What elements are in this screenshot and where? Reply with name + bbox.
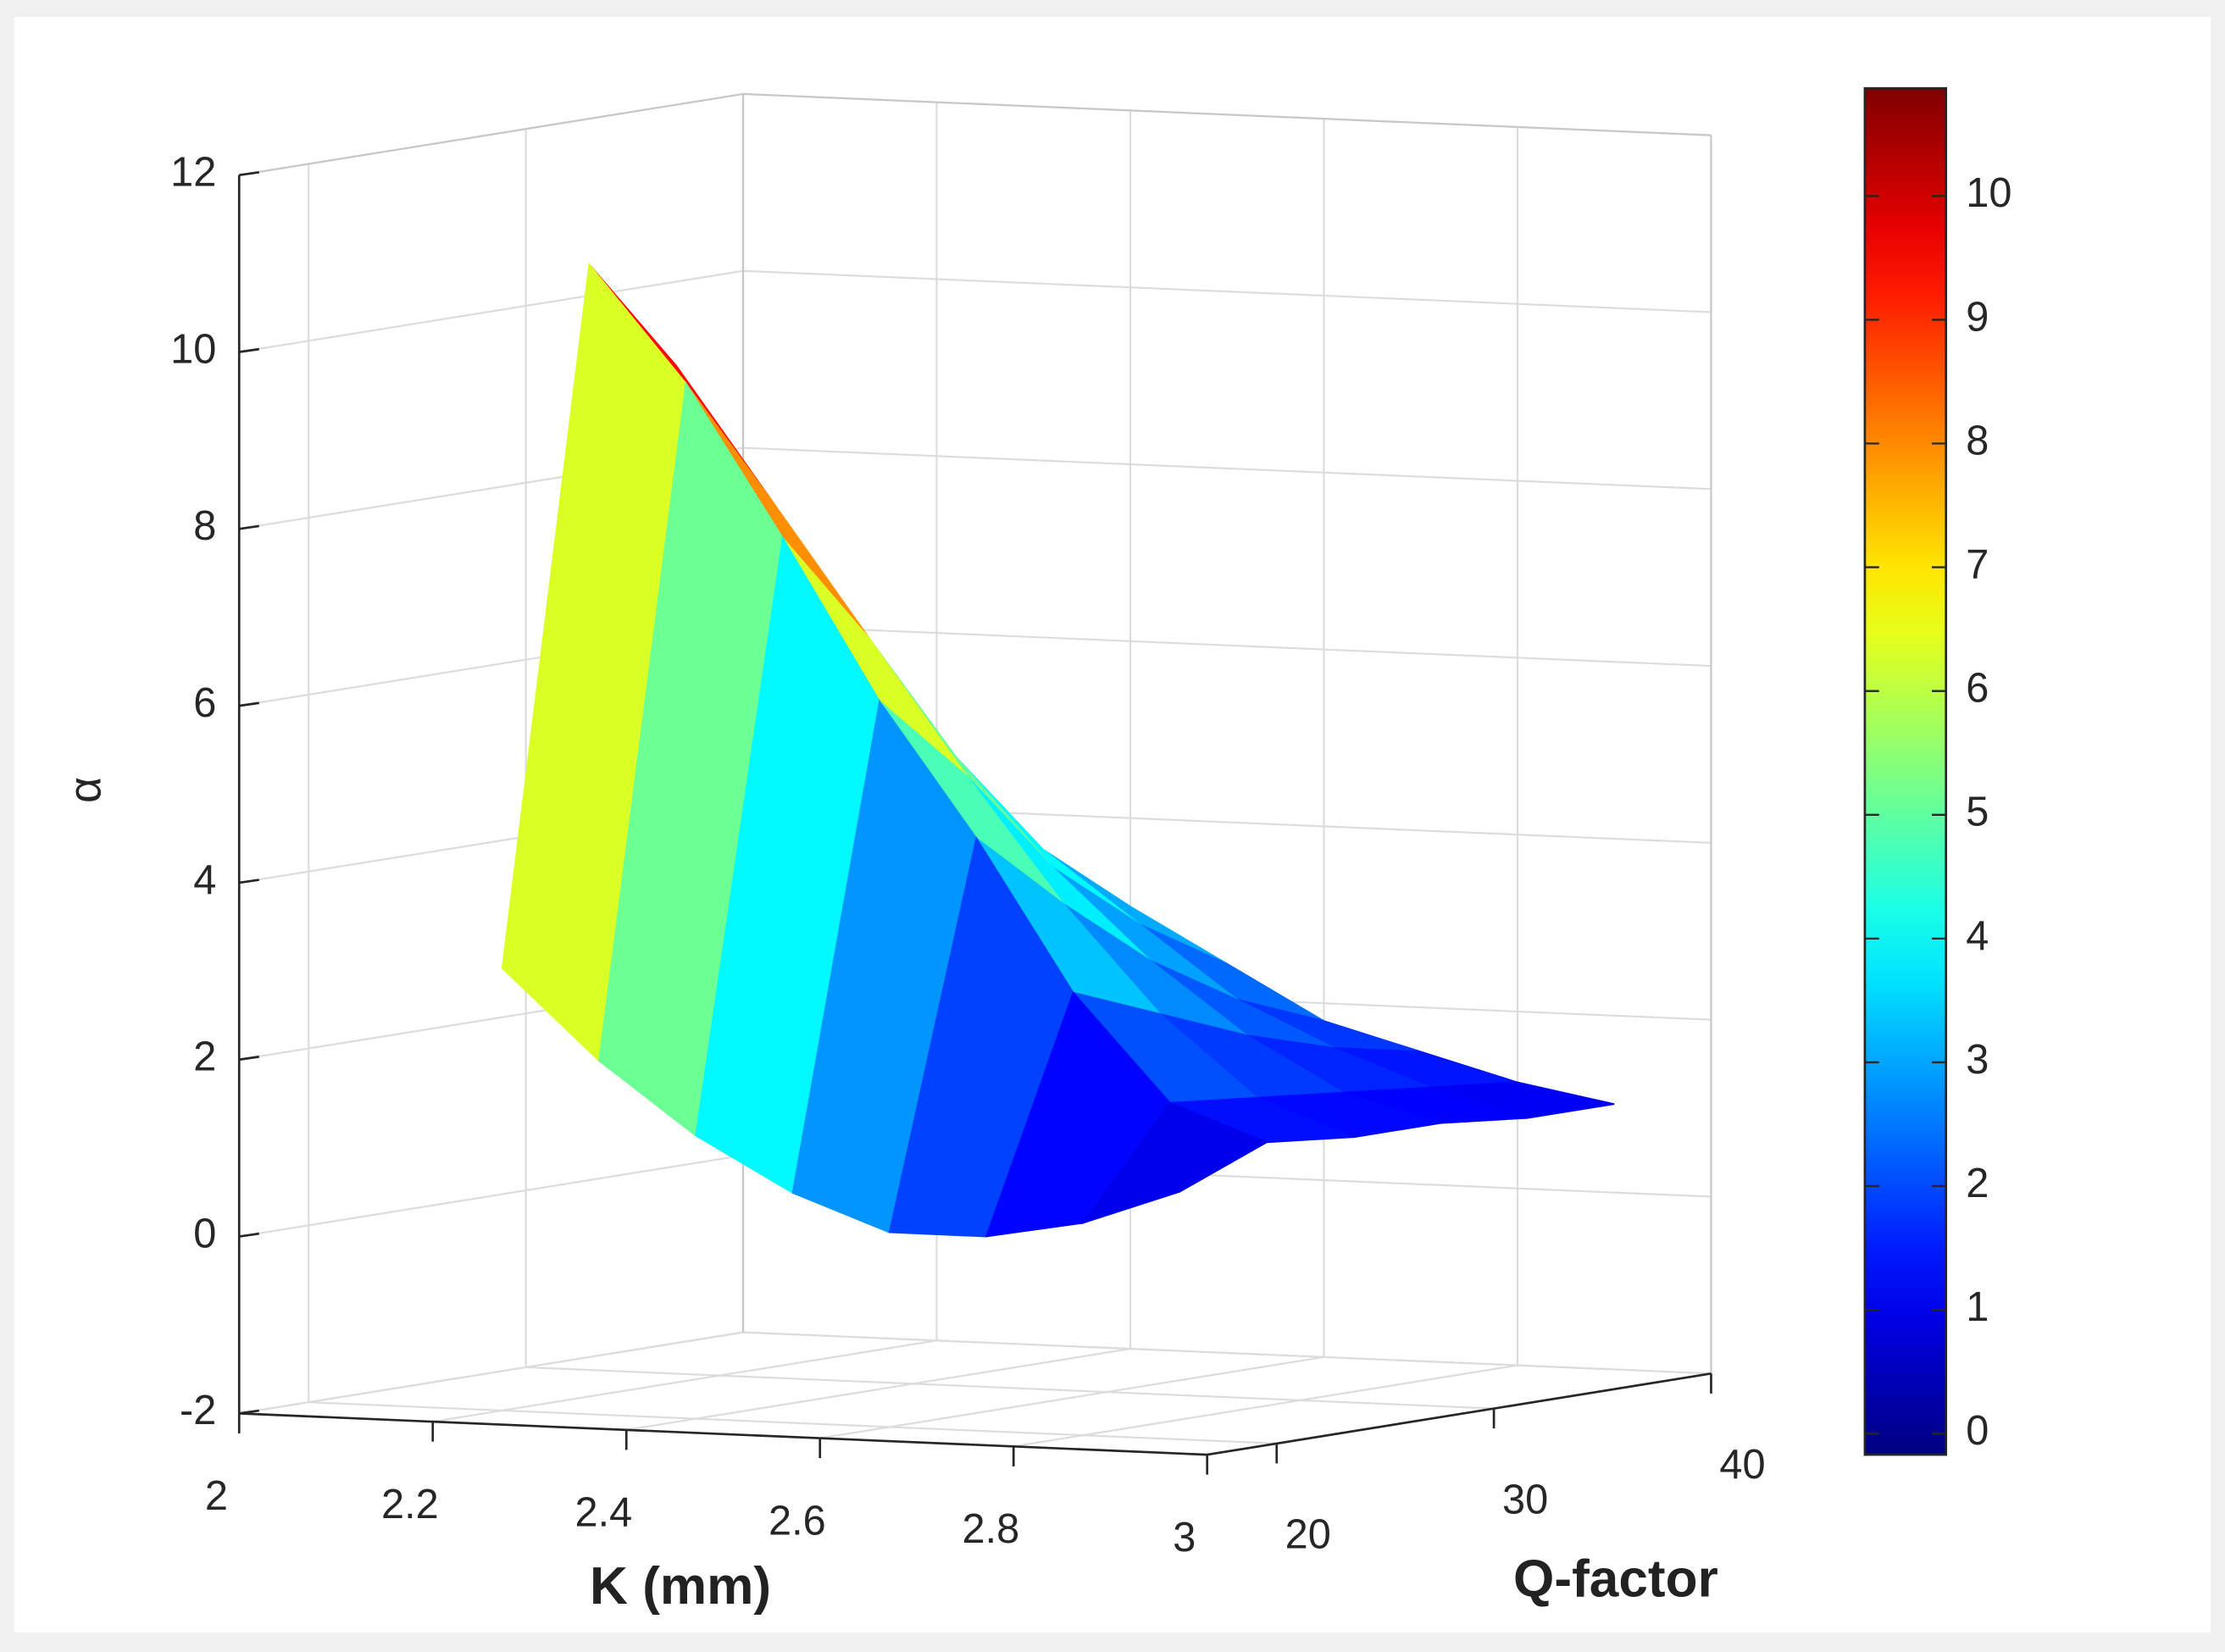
grid-line: [239, 1331, 744, 1415]
grid-line: [742, 269, 1712, 313]
colorbar-tick-label: 3: [1966, 1037, 1989, 1083]
colorbar-tick-label: 8: [1966, 418, 1989, 463]
z-tick-label: 10: [170, 326, 216, 372]
colorbar-tick-label: 10: [1966, 170, 2011, 216]
colorbar-tick-label: 4: [1966, 913, 1989, 959]
grid-line: [308, 1401, 1277, 1444]
z-axis-label: α: [59, 777, 110, 803]
colorbar-tick-label: 9: [1966, 294, 1989, 340]
box-edge: [742, 92, 1712, 136]
z-tick: [239, 1409, 259, 1415]
z-tick: [239, 170, 259, 177]
y-axis-label: Q-factor: [1513, 1550, 1718, 1609]
grid-line: [742, 446, 1712, 491]
colorbar-tick-label: 5: [1966, 790, 1989, 835]
z-tick-label: 6: [193, 680, 216, 726]
x-axis-line: [239, 1412, 1207, 1456]
z-tick: [239, 524, 259, 530]
x-tick-label: 2.2: [381, 1482, 439, 1527]
z-tick: [239, 347, 259, 353]
grid-line: [819, 1355, 1324, 1439]
z-tick-label: 4: [193, 857, 216, 903]
z-tick: [239, 879, 259, 884]
grid-line: [742, 1331, 1712, 1375]
grid-line: [525, 1366, 1495, 1410]
grid-line: [742, 624, 1712, 668]
grid-line: [239, 269, 744, 353]
y-tick-label: 40: [1719, 1442, 1765, 1488]
z-tick-label: 12: [170, 150, 216, 196]
x-tick-label: 2.8: [962, 1506, 1019, 1552]
colorbar-tick-label: 2: [1966, 1161, 1989, 1206]
y-tick-label: 20: [1285, 1512, 1331, 1558]
x-tick-label: 3: [1173, 1515, 1196, 1561]
x-axis-label: K (mm): [590, 1557, 771, 1616]
x-tick-label: 2.6: [768, 1498, 826, 1544]
colorbar-tick-label: 1: [1966, 1284, 1989, 1330]
y-tick-label: 30: [1502, 1477, 1548, 1522]
surface-patch: [1081, 1101, 1268, 1225]
colorbar: [1863, 86, 1948, 1456]
z-tick: [239, 701, 259, 707]
colorbar-tick-label: 7: [1966, 541, 1989, 587]
x-tick-label: 2.4: [574, 1490, 632, 1536]
z-tick: [239, 1056, 259, 1062]
colorbar-tick-label: 6: [1966, 666, 1989, 712]
z-tick-label: 2: [193, 1034, 216, 1080]
box-edge: [239, 92, 744, 176]
z-tick-label: -2: [180, 1388, 216, 1433]
grid-line: [1013, 1364, 1518, 1448]
z-tick: [239, 1232, 259, 1238]
x-tick-label: 2: [205, 1473, 228, 1519]
grid-line: [432, 1339, 937, 1423]
colorbar-tick-label: 0: [1966, 1408, 1989, 1454]
y-axis-line: [1207, 1372, 1712, 1456]
z-tick-label: 8: [193, 503, 216, 549]
grid-line: [626, 1348, 1131, 1431]
grid-line: [239, 1154, 744, 1238]
z-tick-label: 0: [193, 1211, 216, 1256]
